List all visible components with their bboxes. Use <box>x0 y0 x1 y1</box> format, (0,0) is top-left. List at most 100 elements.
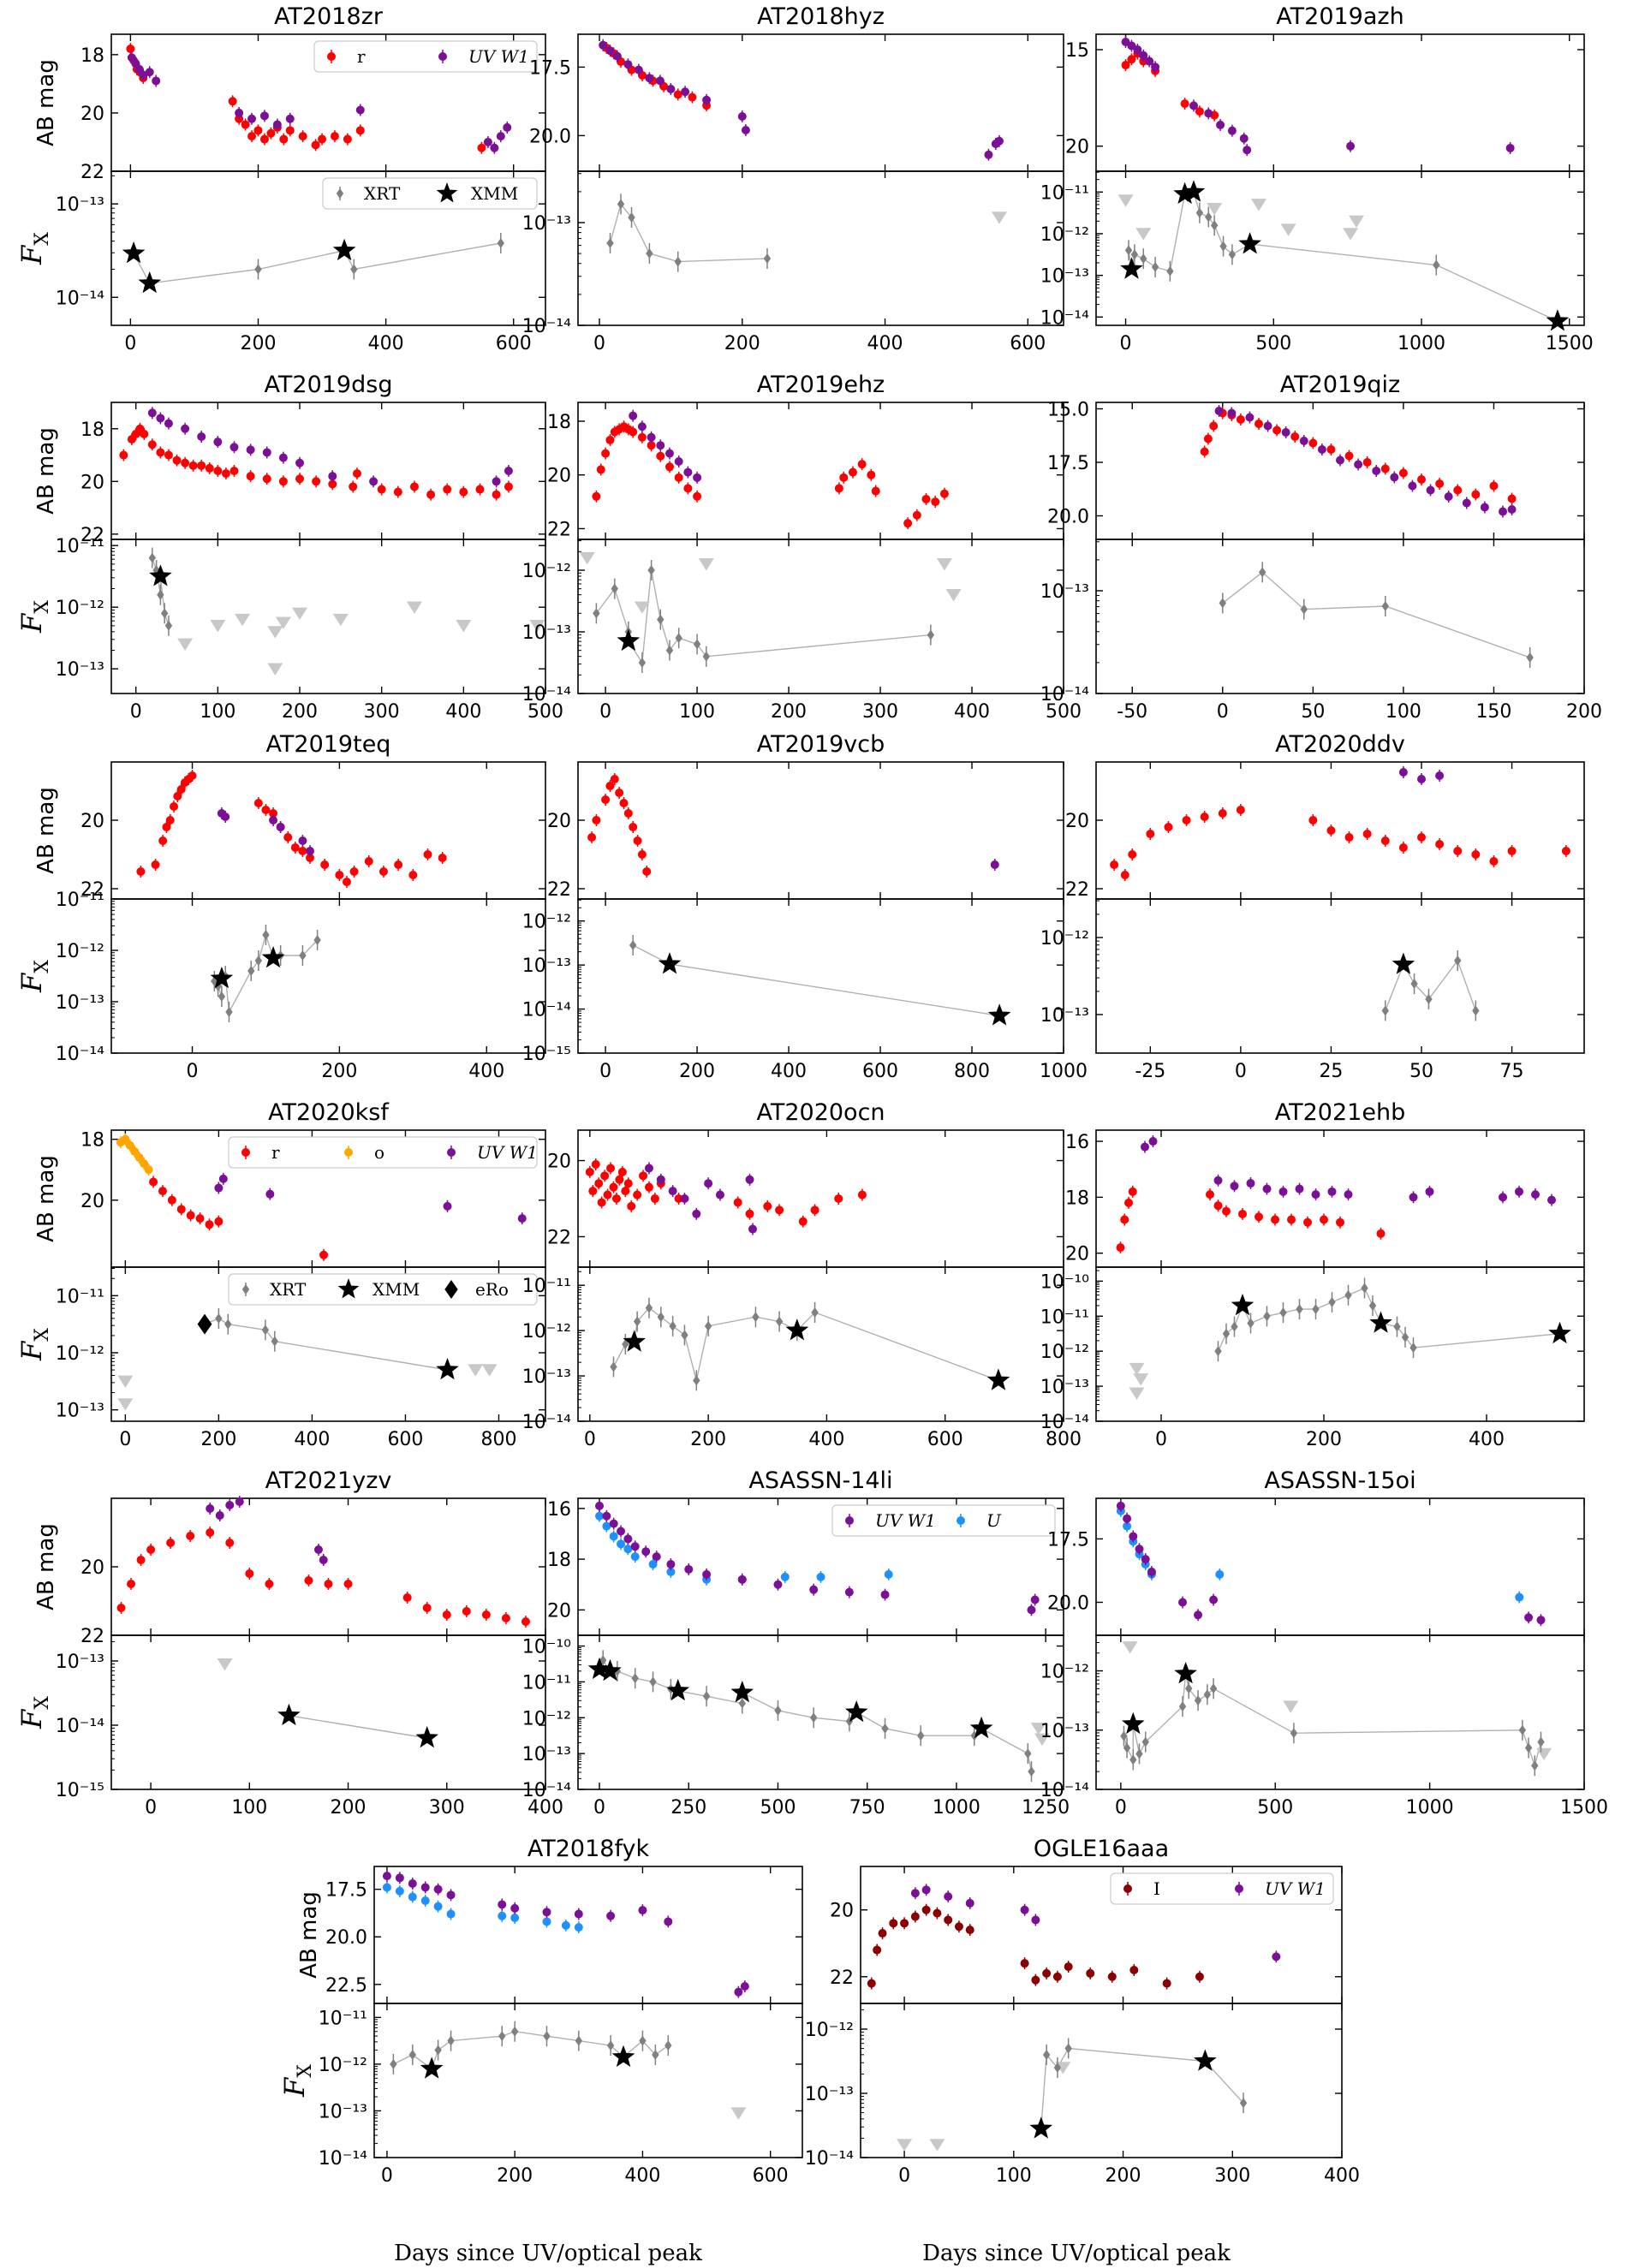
mag-point-uvw1 <box>1116 1501 1125 1510</box>
mag-point-uvw1 <box>1547 1195 1556 1205</box>
fx-xrt-point <box>447 2035 455 2046</box>
mag-point-uvw1 <box>1141 1142 1149 1152</box>
mag-point-uvw1 <box>1499 507 1507 516</box>
mag-point-u <box>510 1914 520 1922</box>
mag-point-i <box>1129 1965 1139 1974</box>
fx-axes-frame <box>577 1266 1064 1422</box>
mag-point-uvw1 <box>656 1175 665 1184</box>
fx-xrt-point <box>1300 604 1308 615</box>
panel-at2018zr: AT2018zr 18 20 22 AB mag r UV W1 10⁻¹⁴ 10⁻¹³ 0 200… <box>15 3 546 354</box>
fx-xtick-label: 250 <box>670 1797 706 1819</box>
fx-ytick-label: 10⁻¹¹ <box>1040 1307 1089 1328</box>
mag-point-uvw1 <box>683 467 693 477</box>
mag-point-uvw1 <box>809 1585 819 1594</box>
mag-point-r <box>423 850 432 859</box>
fx-xmm-point <box>420 2057 444 2079</box>
mag-point-r <box>1376 1229 1386 1238</box>
mag-point-u <box>433 1902 443 1911</box>
fx-axes-frame <box>577 170 1064 326</box>
fx-upper-limit <box>267 626 283 639</box>
fx-xrt-point <box>1042 2050 1051 2060</box>
mag-point-uvw1 <box>147 408 157 418</box>
fx-xtick-label: 150 <box>1475 701 1511 723</box>
mag-point-r <box>186 1211 195 1220</box>
fx-upper-limit <box>1536 1747 1553 1761</box>
fx-xtick-label: 400 <box>954 701 990 723</box>
fx-xrt-point <box>927 629 935 640</box>
mag-point-uvw1 <box>1243 146 1252 155</box>
mag-point-r <box>298 847 307 855</box>
fx-xrt-point <box>1518 1724 1527 1735</box>
mag-ytick-label: 20 <box>547 466 571 487</box>
mag-point-r <box>311 140 320 150</box>
mag-point-r <box>352 469 361 479</box>
fx-xrt-point <box>647 565 655 575</box>
panel-ogle16aaa: OGLE16aaa 20 22 I UV W1 10⁻¹⁴ 10⁻¹³ 10⁻¹² 0 100 20… <box>805 1836 1360 2187</box>
mag-point-i <box>889 1919 898 1928</box>
mag-point-uvw1 <box>599 40 608 50</box>
fx-ytick-label: 10⁻¹¹ <box>522 1276 571 1297</box>
mag-point-i <box>965 1926 974 1935</box>
fx-xmm-point <box>987 1003 1011 1026</box>
fx-ytick-label: 10⁻¹⁴ <box>1040 1780 1089 1801</box>
mag-point-r <box>798 1217 808 1226</box>
fx-xtick-label: 0 <box>187 1061 199 1082</box>
mag-point-r <box>810 1205 819 1215</box>
legend-label-o: o <box>374 1142 384 1163</box>
fx-xrt-point <box>809 1712 818 1723</box>
fx-legend <box>322 177 538 210</box>
mag-point-r <box>290 843 300 852</box>
fx-upper-limit <box>1135 228 1152 241</box>
fx-xrt-point <box>1064 2043 1072 2054</box>
fx-ytick-label: 10⁻¹² <box>522 912 571 933</box>
fx-ytick-label: 10⁻¹⁵ <box>522 1044 571 1065</box>
fx-xtick-label: 200 <box>771 701 807 723</box>
fx-xmm-point <box>1173 182 1196 205</box>
mag-point-uvw1 <box>1417 775 1426 783</box>
mag-point-uvw1 <box>740 1982 749 1991</box>
mag-point-uvw1 <box>1390 473 1399 482</box>
fx-axes-frame <box>577 1634 1064 1790</box>
mag-point-r <box>206 1528 215 1537</box>
fx-xrt-point <box>1130 249 1139 260</box>
fx-connect-line <box>595 569 931 665</box>
mag-ytick-label: 18 <box>80 45 104 67</box>
fx-upper-limit <box>217 1658 233 1671</box>
fx-upper-limit <box>1030 1723 1046 1735</box>
mag-point-uvw1 <box>692 1209 701 1218</box>
fx-xrt-point <box>774 1705 782 1716</box>
mag-point-uvw1 <box>984 150 993 159</box>
fx-ytick-label: 10⁻¹⁴ <box>522 316 571 337</box>
fx-xrt-point <box>261 1324 270 1336</box>
fx-xtick-label: 1500 <box>1546 333 1594 354</box>
mag-ytick-label: 20 <box>80 811 104 832</box>
fx-ytick-label: 10⁻¹⁴ <box>56 288 104 309</box>
mag-point-uvw1 <box>139 70 148 80</box>
mag-point-uvw1 <box>420 1883 430 1892</box>
mag-point-uvw1 <box>433 1884 443 1894</box>
fx-connect-line <box>632 944 1000 1016</box>
panel-at2020ksf: AT2020ksf 18 20 AB mag r o UV W1 10⁻¹³ 10⁻¹² 10⁻¹… <box>15 1099 546 1450</box>
mag-point-r <box>214 1217 223 1226</box>
mag-point-uvw1 <box>1189 101 1198 110</box>
fx-xrt-point <box>1381 601 1389 611</box>
mag-point-r <box>188 771 197 780</box>
mag-legend <box>1110 1872 1334 1905</box>
fx-xrt-point <box>1472 1005 1480 1016</box>
fx-xtick-label: 600 <box>496 333 532 354</box>
fx-xrt-point <box>665 645 674 656</box>
mag-point-uvw1 <box>704 1179 713 1188</box>
fx-xrt-point <box>693 1375 700 1386</box>
fx-ytick-label: 10⁻¹⁴ <box>319 2148 367 2170</box>
fx-xmm-point <box>1546 309 1570 331</box>
mag-ytick-label: 22 <box>547 879 571 901</box>
mag-point-uvw1 <box>638 1906 647 1915</box>
mag-point-r <box>221 469 230 479</box>
mag-point-r <box>647 441 656 450</box>
mag-point-r <box>172 455 182 465</box>
mag-ytick-label: 22 <box>1065 879 1089 901</box>
fx-xmm-point <box>587 1657 611 1680</box>
fx-xtick-label: 1000 <box>933 1797 980 1819</box>
fx-connect-line <box>1222 571 1530 658</box>
fx-xrt-point <box>675 633 682 644</box>
